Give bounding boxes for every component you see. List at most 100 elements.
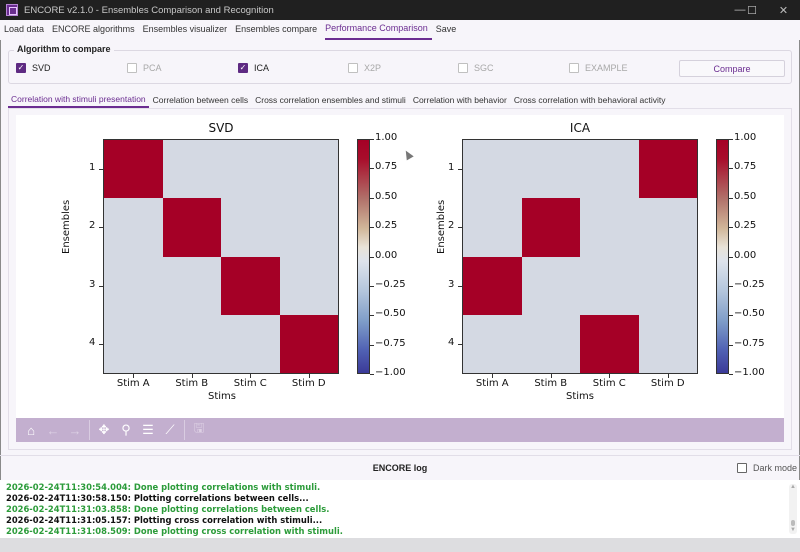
checkbox-label: PCA: [143, 63, 162, 73]
tab-ensembles-visualizer[interactable]: Ensembles visualizer: [142, 24, 228, 34]
colorbar: [716, 139, 729, 374]
colorbar-tick-mark: [370, 315, 374, 317]
splitter[interactable]: [0, 455, 800, 456]
colorbar-tick-label: 0.25: [375, 220, 398, 232]
minimize-button[interactable]: —: [725, 0, 755, 20]
log-line: 2026-02-24T11:30:54.004: Done plotting c…: [6, 482, 321, 492]
y-tick-label: 2: [448, 220, 455, 232]
scrollbar-thumb[interactable]: [791, 520, 795, 526]
colorbar-tick-label: −0.75: [734, 337, 765, 349]
y-tick-mark: [99, 227, 103, 229]
x-tick-mark: [191, 374, 193, 378]
x-axis-label: Stims: [208, 391, 236, 402]
heatmap-cell: [580, 314, 639, 373]
checkbox-svd[interactable]: SVD: [16, 63, 51, 73]
colorbar-tick-label: 0.00: [734, 249, 757, 261]
scroll-up-icon[interactable]: ▲: [790, 484, 796, 490]
tab-correlation-behavior[interactable]: Correlation with behavior: [412, 95, 507, 105]
tab-save[interactable]: Save: [435, 24, 457, 34]
heatmap-cell: [162, 140, 221, 199]
checkbox-sgc[interactable]: SGC: [458, 63, 494, 73]
plot-title: ICA: [569, 121, 591, 135]
tab-cross-correlation-stimuli[interactable]: Cross correlation ensembles and stimuli: [255, 95, 406, 105]
toolbar-separator: [89, 420, 90, 440]
checkbox-ica[interactable]: ICA: [238, 63, 269, 73]
heatmap-cell: [521, 198, 580, 257]
close-icon: ✕: [778, 4, 789, 17]
colorbar-tick-label: −1.00: [375, 367, 406, 378]
tab-ensembles-compare[interactable]: Ensembles compare: [235, 24, 318, 34]
colorbar-tick-mark: [729, 374, 733, 375]
magnifier-icon: ⚲: [121, 422, 131, 437]
y-tick-mark: [458, 227, 462, 229]
colorbar-tick-label: −0.25: [734, 278, 765, 290]
edit-axis-button[interactable]: ⟋: [159, 420, 181, 440]
tab-encore-algorithms[interactable]: ENCORE algorithms: [52, 24, 135, 34]
window-title: ENCORE v2.1.0 - Ensembles Comparison and…: [24, 4, 274, 16]
heatmap-cell: [521, 140, 580, 199]
configure-subplots-button[interactable]: ☰: [137, 420, 159, 440]
tab-performance-comparison[interactable]: Performance Comparison: [325, 22, 432, 40]
move-icon: ✥: [98, 422, 110, 437]
log-line: 2026-02-24T11:30:58.150: Plotting correl…: [6, 492, 309, 503]
scroll-down-icon[interactable]: ▼: [790, 527, 796, 533]
heatmap-cell: [580, 198, 639, 257]
y-tick-mark: [99, 285, 103, 287]
y-axis-label: Ensembles: [61, 199, 72, 254]
checkbox-unchecked-icon: [737, 463, 747, 473]
home-icon: ⌂: [27, 422, 35, 438]
colorbar-tick-label: 0.25: [734, 220, 757, 232]
heatmap: [103, 139, 339, 374]
checkbox-unchecked-icon: [458, 63, 468, 73]
checkbox-x2p[interactable]: X2P: [348, 63, 381, 73]
heatmap-cell: [221, 198, 280, 257]
forward-button[interactable]: →: [64, 420, 86, 440]
log-scrollbar[interactable]: ▲ ▼: [789, 484, 797, 534]
checkbox-label: X2P: [364, 63, 382, 73]
plot-title: SVD: [208, 121, 234, 135]
x-tick-label: Stim A: [475, 378, 509, 389]
save-figure-button[interactable]: 🖫: [188, 420, 210, 440]
heatmap-cell: [580, 140, 639, 199]
zoom-button[interactable]: ⚲: [115, 420, 137, 440]
minimize-icon: —: [734, 4, 746, 16]
heatmap-cell: [162, 314, 221, 373]
floppy-disk-icon: 🖫: [193, 420, 205, 435]
compare-button[interactable]: Compare: [679, 60, 785, 77]
heatmap-cell: [521, 314, 580, 373]
x-tick-mark: [609, 374, 611, 378]
y-tick-label: 1: [89, 162, 96, 174]
dark-mode-checkbox[interactable]: Dark mode: [737, 463, 797, 473]
colorbar-tick-label: 0.75: [375, 161, 398, 173]
heatmap-cell: [104, 198, 163, 257]
checkbox-example[interactable]: EXAMPLE: [569, 63, 628, 73]
heatmap-cell: [104, 314, 163, 373]
pan-button[interactable]: ✥: [93, 420, 115, 440]
tab-correlation-stimuli[interactable]: Correlation with stimuli presentation: [8, 92, 149, 108]
log-line: 2026-02-24T11:31:08.509: Done plotting c…: [6, 525, 343, 536]
tab-cross-correlation-behavior[interactable]: Cross correlation with behavioral activi…: [513, 95, 666, 105]
heatmap-cell: [638, 140, 697, 199]
colorbar-tick-mark: [729, 344, 733, 346]
back-button[interactable]: ←: [42, 420, 64, 440]
checkbox-pca[interactable]: PCA: [127, 63, 162, 73]
y-tick-mark: [458, 285, 462, 287]
tab-load-data[interactable]: Load data: [4, 24, 45, 34]
checkbox-checked-icon: [16, 63, 26, 73]
x-tick-label: Stim D: [291, 378, 326, 389]
window-border-left: [0, 20, 1, 552]
heatmap-cell: [221, 140, 280, 199]
log-title: ENCORE log: [372, 463, 428, 473]
maximize-button[interactable]: ☐: [737, 0, 767, 20]
tab-correlation-cells[interactable]: Correlation between cells: [152, 95, 249, 105]
colorbar-tick-label: 1.00: [734, 132, 757, 143]
heatmap-cell: [279, 198, 338, 257]
close-button[interactable]: ✕: [767, 0, 800, 20]
log-output[interactable]: 2026-02-24T11:30:54.004: Done plotting c…: [0, 480, 800, 538]
heatmap-cell: [104, 256, 163, 315]
toolbar-separator: [184, 420, 185, 440]
sliders-icon: ☰: [142, 422, 154, 437]
y-tick-label: 4: [448, 336, 455, 348]
x-tick-label: Stim A: [116, 378, 150, 389]
home-button[interactable]: ⌂: [20, 420, 42, 440]
